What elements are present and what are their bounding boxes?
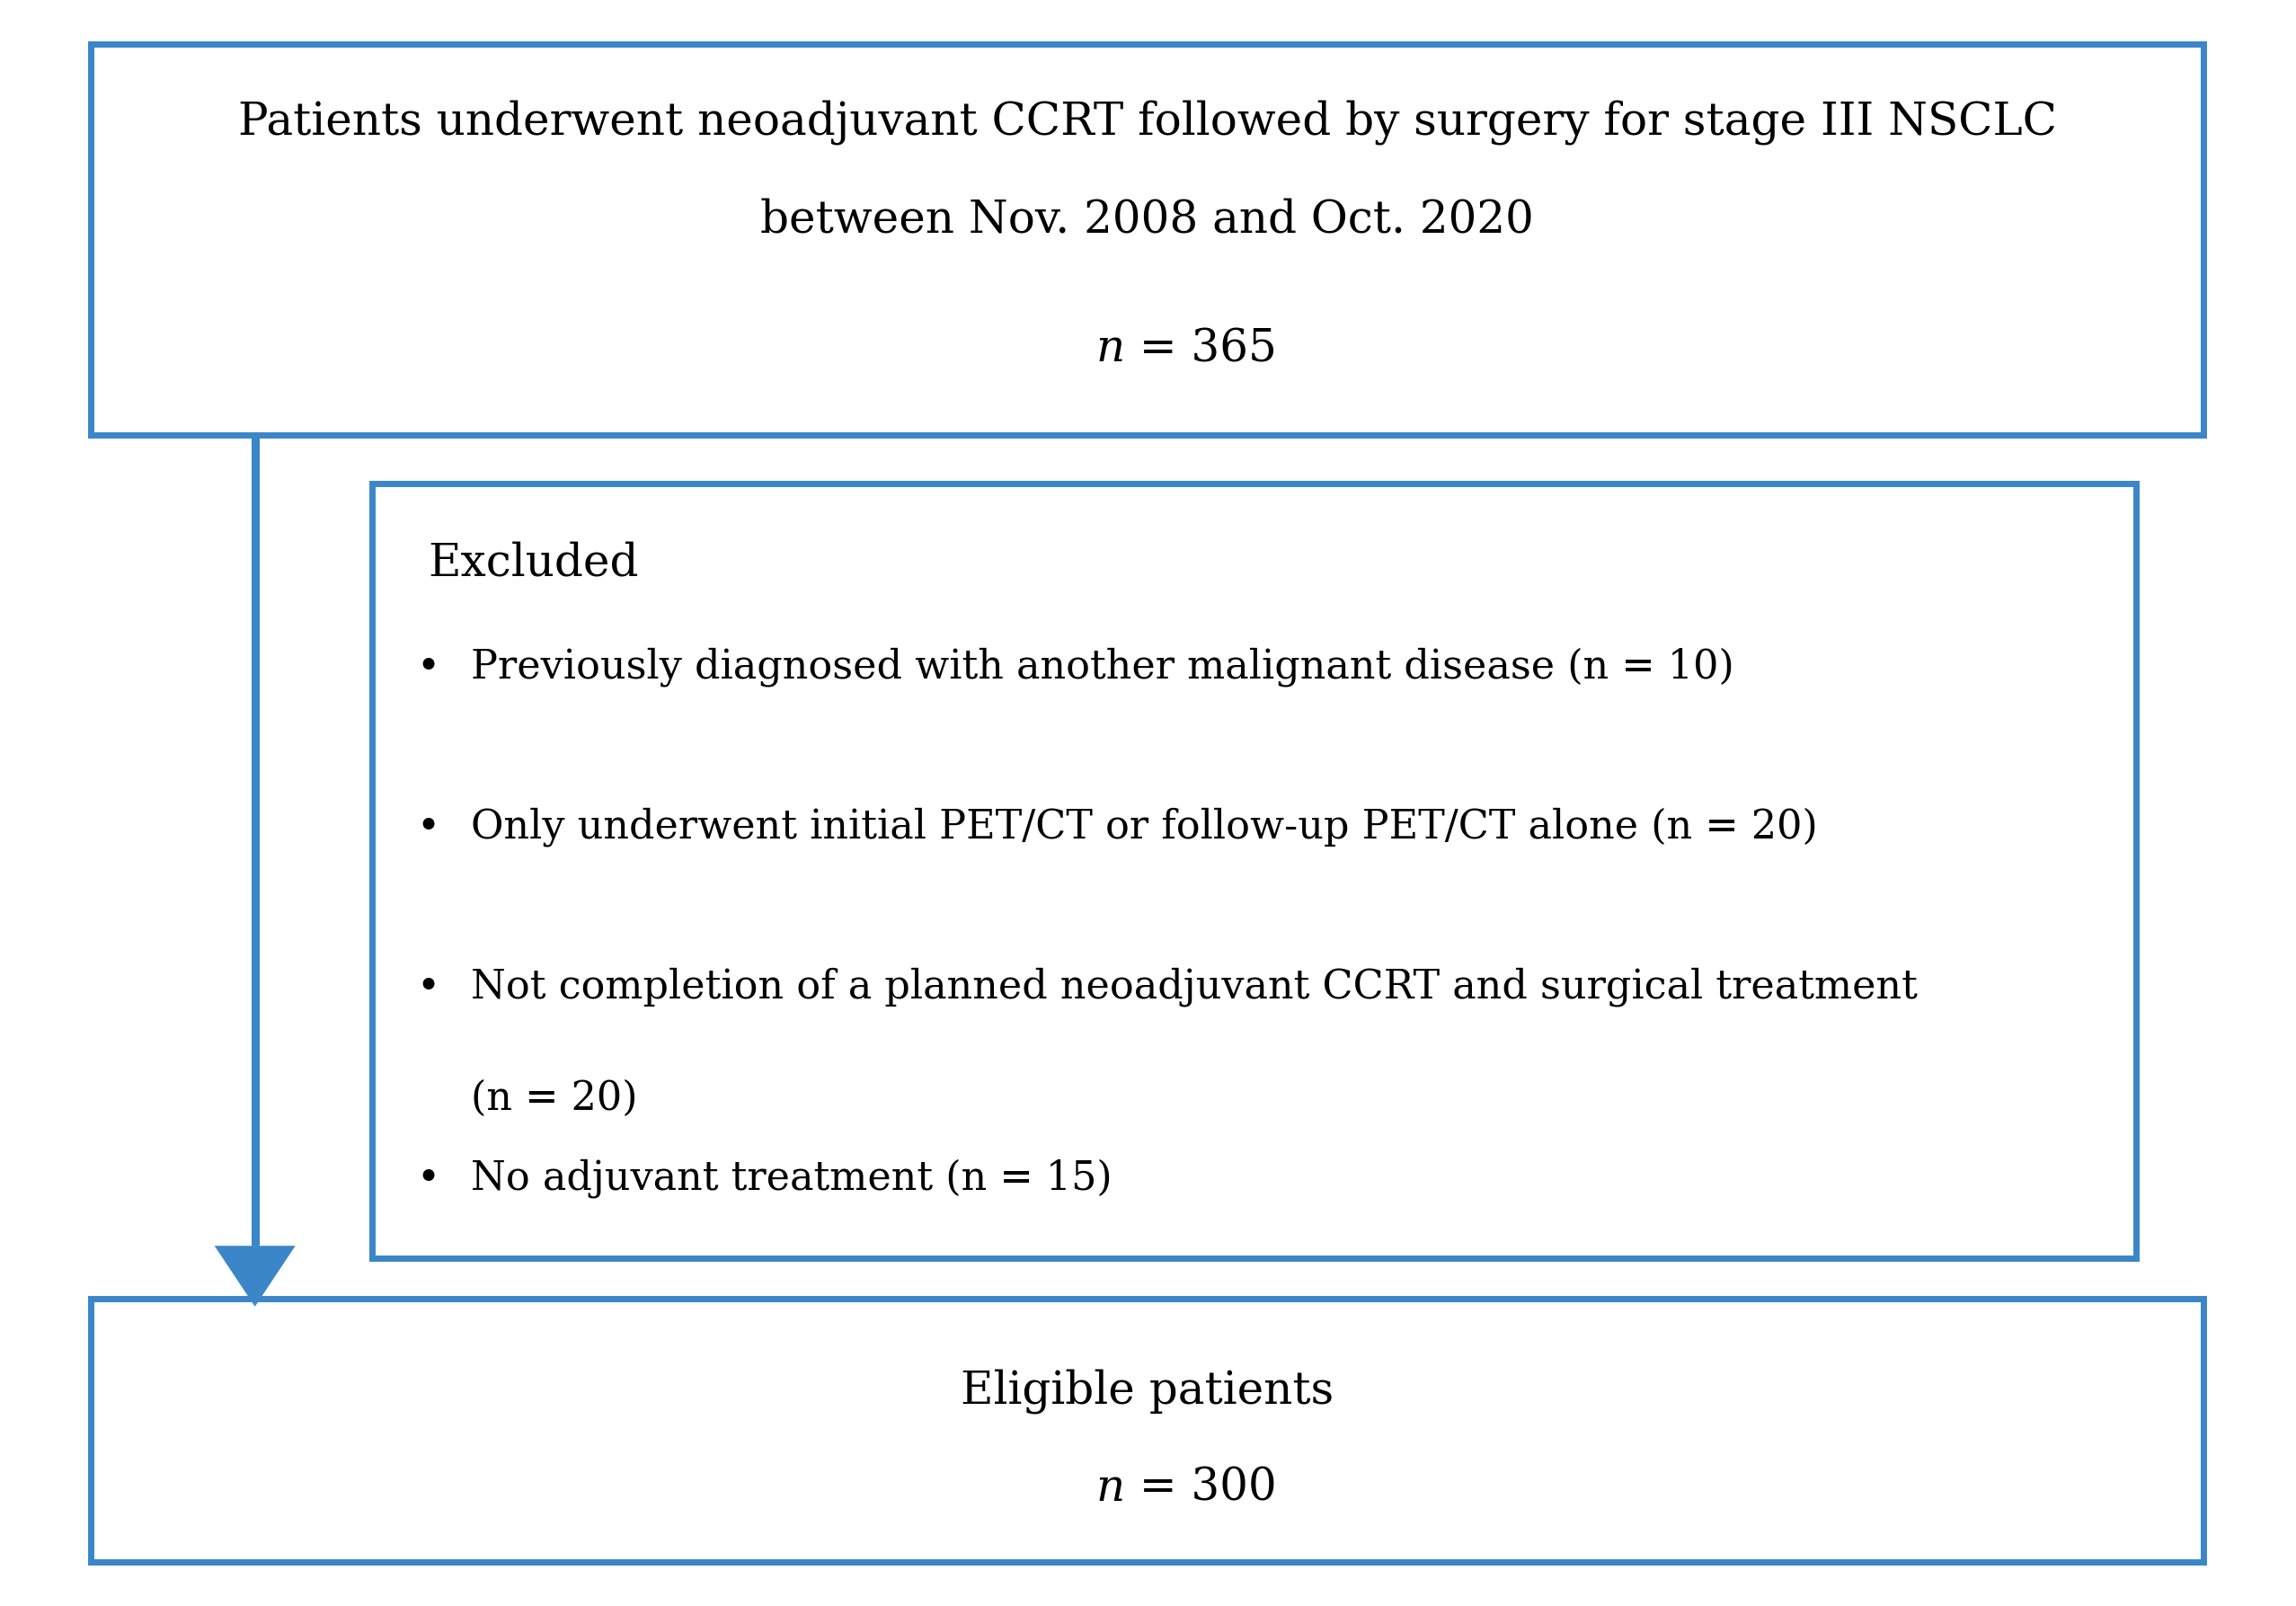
Text: •: • bbox=[416, 967, 441, 1007]
Text: Patients underwent neoadjuvant CCRT followed by surgery for stage III NSCLC: Patients underwent neoadjuvant CCRT foll… bbox=[239, 100, 2057, 145]
Text: = 300: = 300 bbox=[1125, 1466, 1277, 1511]
Text: n: n bbox=[1095, 328, 1125, 371]
Polygon shape bbox=[214, 1246, 296, 1307]
Text: Eligible patients: Eligible patients bbox=[960, 1368, 1334, 1413]
Text: (n = 20): (n = 20) bbox=[471, 1079, 638, 1118]
Text: •: • bbox=[416, 647, 441, 686]
Text: Previously diagnosed with another malignant disease (n = 10): Previously diagnosed with another malign… bbox=[471, 647, 1733, 687]
Text: •: • bbox=[416, 808, 441, 846]
Text: Not completion of a planned neoadjuvant CCRT and surgical treatment: Not completion of a planned neoadjuvant … bbox=[471, 967, 1917, 1007]
Text: = 365: = 365 bbox=[1125, 328, 1277, 371]
FancyBboxPatch shape bbox=[372, 483, 2135, 1259]
FancyBboxPatch shape bbox=[92, 43, 2204, 435]
Text: Only underwent initial PET/CT or follow-up PET/CT alone (n = 20): Only underwent initial PET/CT or follow-… bbox=[471, 808, 1818, 846]
Text: between Nov. 2008 and Oct. 2020: between Nov. 2008 and Oct. 2020 bbox=[760, 198, 1534, 243]
Text: Excluded: Excluded bbox=[427, 541, 638, 586]
Text: n: n bbox=[1095, 1466, 1125, 1511]
Text: •: • bbox=[416, 1160, 441, 1198]
Text: No adjuvant treatment (n = 15): No adjuvant treatment (n = 15) bbox=[471, 1160, 1111, 1198]
FancyBboxPatch shape bbox=[92, 1299, 2204, 1563]
